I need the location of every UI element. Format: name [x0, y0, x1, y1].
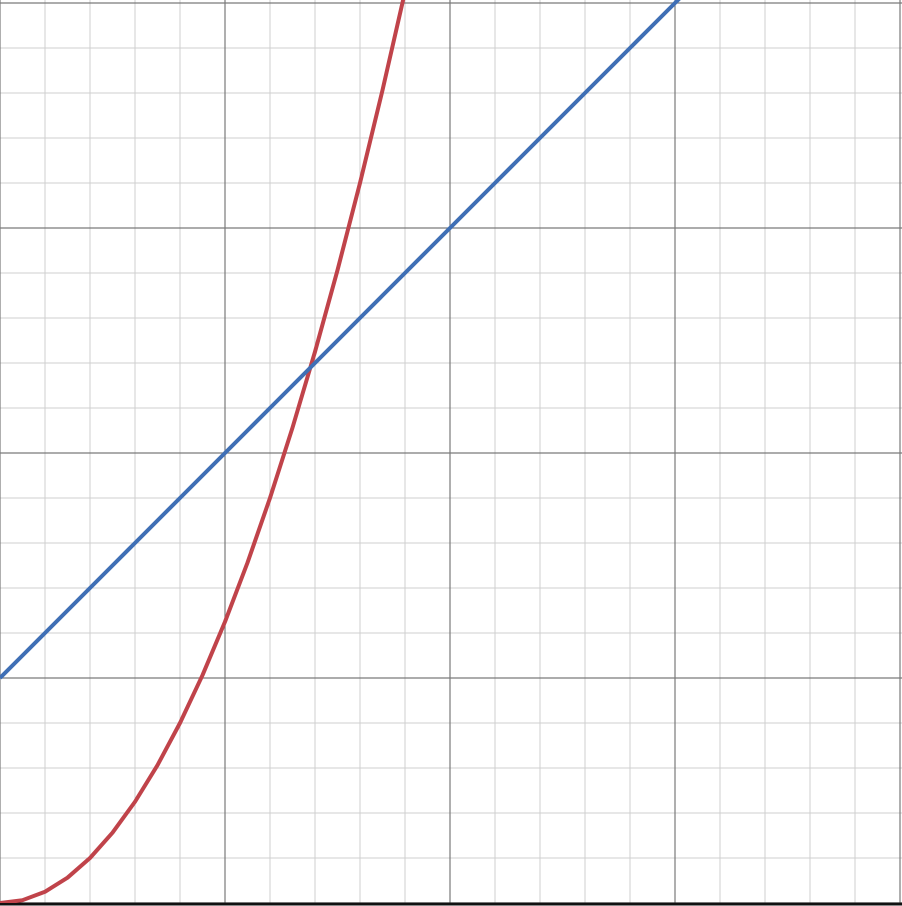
- curve: [0, 0, 681, 680]
